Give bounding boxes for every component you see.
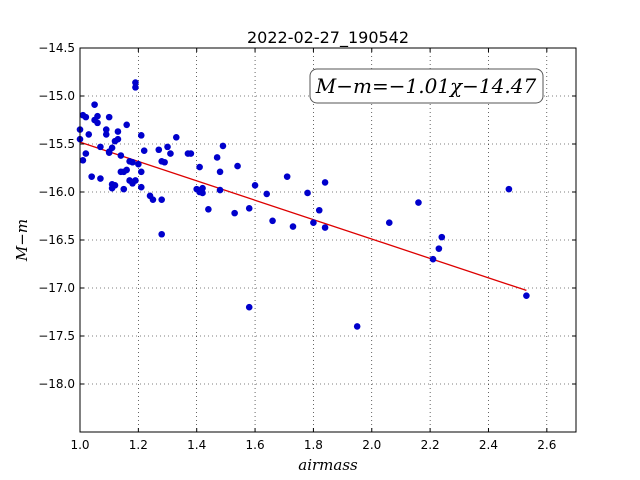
x-tick-label: 2.6	[537, 438, 556, 452]
data-point	[102, 131, 110, 138]
data-point	[315, 206, 323, 214]
y-tick-label: −18.0	[38, 377, 75, 391]
data-point	[94, 119, 101, 127]
data-point	[108, 144, 116, 152]
data-point	[140, 147, 148, 155]
data-point	[123, 166, 130, 174]
data-point	[321, 224, 329, 231]
y-tick-label: −15.5	[38, 137, 75, 151]
data-point	[269, 217, 276, 225]
data-point	[123, 121, 130, 129]
y-tick-label: −16.5	[38, 233, 75, 247]
data-point	[251, 181, 259, 189]
data-point	[205, 205, 212, 213]
x-tick-label: 2.2	[421, 438, 440, 452]
data-point	[385, 219, 393, 227]
data-point	[88, 173, 95, 180]
data-point	[79, 157, 87, 164]
data-points	[76, 79, 530, 330]
data-point	[155, 146, 163, 154]
data-point	[82, 113, 90, 121]
x-tick-label: 2.0	[362, 438, 381, 452]
data-point	[234, 162, 241, 170]
data-point	[167, 150, 174, 157]
data-point	[137, 168, 145, 176]
data-point	[91, 101, 98, 108]
y-tick-label: −17.0	[38, 281, 75, 295]
data-point	[435, 245, 443, 252]
data-point	[117, 152, 125, 159]
data-point	[114, 128, 122, 135]
data-point	[415, 199, 422, 206]
y-tick-label: −15.0	[38, 89, 75, 103]
x-tick-label: 1.8	[304, 438, 323, 452]
y-tick-label: −16.0	[38, 185, 75, 199]
data-point	[97, 175, 104, 182]
data-point	[429, 255, 437, 263]
data-point	[97, 143, 104, 151]
data-point	[158, 196, 165, 203]
data-point	[263, 190, 271, 198]
x-axis-label: airmass	[298, 456, 358, 474]
data-point	[172, 133, 180, 141]
data-point	[114, 135, 122, 143]
data-point	[137, 183, 145, 191]
equation-box-border	[309, 68, 544, 104]
data-point	[199, 189, 206, 197]
x-tick-label: 2.4	[479, 438, 498, 452]
data-point	[245, 303, 253, 311]
data-point	[164, 143, 171, 151]
data-point	[132, 84, 139, 91]
data-point	[245, 205, 253, 212]
data-point	[505, 185, 513, 193]
chart-title: 2022-02-27_190542	[247, 28, 409, 48]
data-point	[438, 233, 446, 241]
data-point	[111, 181, 119, 189]
y-axis-ticks: −14.5 −15.0 −15.5 −16.0 −16.5 −17.0 −17.5 −18.0	[38, 41, 576, 391]
data-point	[283, 173, 291, 180]
fit-equation-box: M−m=−1.01χ−14.47	[309, 68, 544, 104]
data-point	[149, 196, 157, 203]
data-point	[216, 186, 224, 194]
x-tick-label: 1.0	[70, 438, 89, 452]
data-point	[289, 223, 297, 230]
data-point	[85, 131, 93, 138]
data-point	[196, 163, 203, 171]
data-point	[321, 179, 329, 186]
data-point	[120, 185, 128, 193]
x-tick-label: 1.6	[246, 438, 265, 452]
data-point	[353, 323, 361, 330]
data-point	[94, 112, 101, 120]
data-point	[523, 292, 530, 299]
data-point	[310, 219, 317, 227]
data-point	[82, 150, 90, 157]
x-axis-ticks: 1.0 1.2 1.4 1.6 1.8 2.0 2.2 2.4 2.6	[70, 48, 556, 452]
data-point	[137, 132, 145, 139]
y-axis-label: M−m	[13, 219, 31, 262]
data-point	[161, 158, 168, 166]
data-point	[158, 230, 165, 238]
data-point	[102, 126, 110, 133]
fit-equation: M−m=−1.01χ−14.47	[315, 74, 537, 98]
data-point	[129, 158, 136, 166]
data-point	[213, 154, 221, 161]
data-point	[199, 184, 206, 192]
data-point	[105, 113, 113, 121]
x-tick-label: 1.4	[187, 438, 206, 452]
data-point	[231, 209, 238, 217]
data-point	[304, 189, 311, 197]
data-point	[187, 150, 195, 157]
data-point	[132, 177, 139, 184]
fit-line-group	[79, 141, 527, 292]
data-point	[135, 160, 142, 168]
data-point	[132, 79, 139, 86]
data-point	[216, 168, 224, 176]
x-tick-label: 1.2	[129, 438, 148, 452]
fit-line	[79, 141, 527, 292]
y-tick-label: −17.5	[38, 329, 75, 343]
y-tick-label: −14.5	[38, 41, 75, 55]
data-point	[219, 142, 227, 150]
